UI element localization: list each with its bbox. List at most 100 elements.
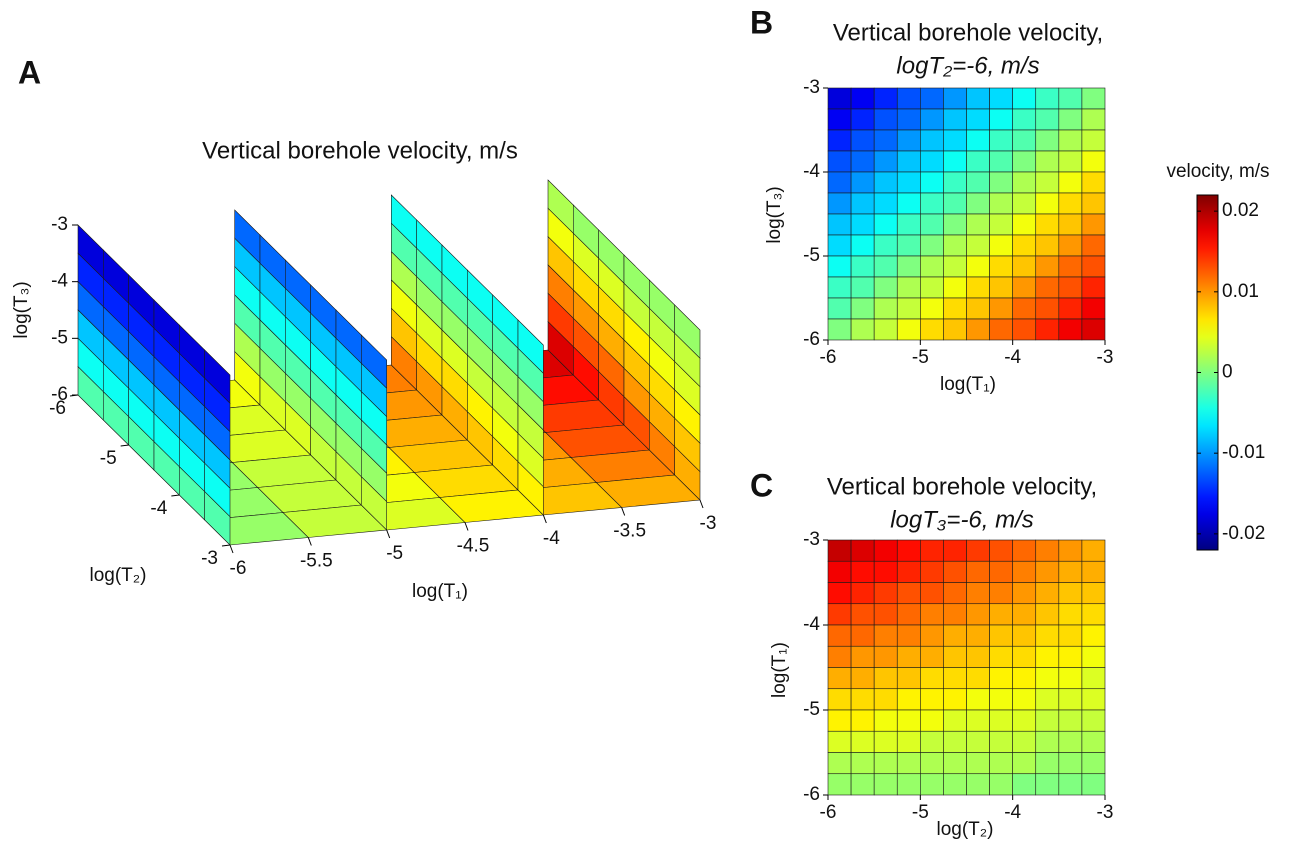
cell [966,773,990,796]
x-tick [621,507,626,516]
y-tick [171,494,180,497]
cell [1058,276,1083,299]
cell [1012,87,1037,110]
cell [1035,688,1060,711]
cell [1081,129,1106,152]
cell [873,171,898,194]
cell [1012,108,1037,131]
cell [1058,129,1083,152]
cell [920,87,944,110]
cell [827,276,852,299]
cell [1058,667,1083,690]
cell [827,730,852,753]
cell [989,582,1013,605]
cell [943,688,967,711]
cell [1012,688,1037,711]
cell [943,213,967,236]
cell [920,108,944,131]
cell [827,87,852,110]
cell [827,150,852,173]
cell [896,276,921,299]
cell [943,752,967,775]
cell [1035,603,1060,626]
cell [850,688,875,711]
cell [1058,171,1083,194]
cell [827,645,852,668]
cell [873,297,898,320]
cell [896,560,921,583]
cell [1012,234,1037,257]
cell [920,709,944,732]
cell [943,318,967,341]
chart-title: Vertical borehole velocity, m/s [202,137,518,164]
colorbar-tick-label: -0.01 [1222,442,1265,463]
cell [966,752,990,775]
cell [827,624,852,647]
z-tick-label: -4 [51,271,68,292]
colorbar-tick-label: 0 [1222,362,1233,383]
cell [920,752,944,775]
cell [920,624,944,647]
cell [943,108,967,131]
cell [989,171,1013,194]
cell [966,150,990,173]
cell [920,318,944,341]
y-tick-label: -5 [803,245,820,266]
x-tick-label: -5.5 [300,551,333,572]
cell [966,171,990,194]
y-tick-label: -3 [201,548,218,569]
cell [966,730,990,753]
cell [1081,667,1106,690]
cell [896,297,921,320]
y-tick-label: -6 [803,329,820,350]
cell [920,730,944,753]
cell [966,87,990,110]
cell [1058,688,1083,711]
cell [989,709,1013,732]
cell [896,624,921,647]
cell [827,297,852,320]
x-tick-label: -3 [700,513,717,534]
cell [943,730,967,753]
cell [850,192,875,215]
cell [873,318,898,341]
cell [1012,709,1037,732]
cell [827,688,852,711]
cell [1081,87,1106,110]
cell [1081,603,1106,626]
cell [966,709,990,732]
cell [943,234,967,257]
chart-title: Vertical borehole velocity, [833,19,1103,46]
cell [850,276,875,299]
x-tick-label: -4 [543,528,560,549]
cell [1035,150,1060,173]
cell [1012,667,1037,690]
x-tick-label: -5 [912,802,929,823]
cell [966,318,990,341]
cell [896,255,921,278]
y-tick-label: -6 [803,784,820,805]
cell [1081,752,1106,775]
cell [1081,234,1106,257]
cell [850,150,875,173]
cell [827,560,852,583]
cell [920,688,944,711]
y-tick-label: -3 [803,529,820,550]
cell [920,539,944,562]
cell [896,234,921,257]
cell [943,603,967,626]
cell [1081,171,1106,194]
cell [873,709,898,732]
y-tick-label: -3 [803,77,820,98]
cell [1012,297,1037,320]
cell [1058,752,1083,775]
cell [989,213,1013,236]
cell [966,192,990,215]
cell [1035,730,1060,753]
cell [1081,582,1106,605]
cell [989,150,1013,173]
cell [850,297,875,320]
cell [989,539,1013,562]
cell [896,730,921,753]
chart-title: Vertical borehole velocity, [827,473,1097,500]
